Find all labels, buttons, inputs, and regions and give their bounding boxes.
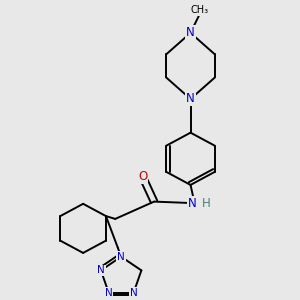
- Text: N: N: [186, 92, 195, 106]
- Text: N: N: [97, 266, 105, 275]
- Text: N: N: [186, 26, 195, 39]
- Text: N: N: [117, 252, 125, 262]
- Text: CH₃: CH₃: [191, 5, 209, 15]
- Text: N: N: [188, 197, 196, 210]
- Text: N: N: [105, 288, 112, 298]
- Text: H: H: [202, 197, 211, 210]
- Text: N: N: [130, 288, 137, 298]
- Text: O: O: [138, 170, 148, 183]
